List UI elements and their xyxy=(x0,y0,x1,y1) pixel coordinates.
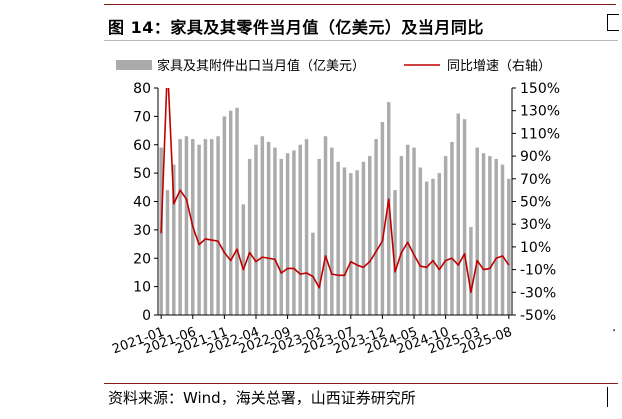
bar-2021-03 xyxy=(172,164,176,315)
bar-2024-02 xyxy=(393,190,397,315)
bar-2022-12 xyxy=(304,139,309,315)
bar-2023-05 xyxy=(336,161,340,315)
right-tick-label: 10% xyxy=(520,240,551,256)
bar-2024-08 xyxy=(431,178,435,315)
right-tick-label: 110% xyxy=(520,126,560,142)
right-tick-label: 90% xyxy=(520,149,551,165)
left-tick-label: 10 xyxy=(133,280,151,296)
left-tick-label: 30 xyxy=(133,223,151,239)
bar-2024-03 xyxy=(399,156,404,315)
bar-2022-02 xyxy=(241,204,246,315)
bar-series xyxy=(159,102,511,316)
bar-2022-05 xyxy=(260,136,265,315)
bar-2021-05 xyxy=(184,136,189,315)
right-axis-ticks: -50% -30% -10% 10% 30% 50% 70% 90% 110% 130% 150% xyxy=(512,81,560,324)
right-tick-label: -30% xyxy=(520,285,556,301)
bar-2024-10 xyxy=(443,156,448,315)
bar-2023-06 xyxy=(342,167,347,315)
right-tick-label: 130% xyxy=(520,104,560,120)
right-tick-label: 70% xyxy=(520,172,551,188)
bar-2021-02 xyxy=(165,190,170,315)
bar-2022-06 xyxy=(266,141,271,315)
bar-2022-10 xyxy=(292,150,296,315)
bar-2025-07 xyxy=(500,164,505,315)
left-tick-label: 60 xyxy=(133,138,151,154)
bar-2021-07 xyxy=(197,144,201,315)
legend: 家具及其附件出口当月值（亿美元） 同比增速（右轴） xyxy=(116,58,551,74)
title-separator xyxy=(104,40,618,41)
source-note: 资料来源：Wind，海关总署，山西证券研究所 xyxy=(108,389,416,407)
left-tick-label: 0 xyxy=(142,308,151,324)
x-axis-ticks: 2021-012021-062021-112022-042022-092023-… xyxy=(110,315,514,357)
bar-2025-06 xyxy=(494,158,498,315)
bar-2022-07 xyxy=(273,147,277,315)
left-tick-label: 40 xyxy=(133,195,151,211)
left-tick-label: 50 xyxy=(133,166,151,182)
line-series xyxy=(160,88,510,294)
bar-2023-10 xyxy=(368,156,372,315)
left-axis-ticks: 0 10 20 30 40 50 60 70 80 xyxy=(133,81,158,324)
bar-2025-05 xyxy=(488,156,492,315)
bar-2021-12 xyxy=(228,110,233,315)
bar-2021-08 xyxy=(203,139,208,315)
bar-2021-09 xyxy=(209,139,214,315)
bar-2024-09 xyxy=(437,173,442,316)
bar-2023-07 xyxy=(349,173,353,316)
adjacent-panel-edge xyxy=(607,14,619,31)
bar-2021-04 xyxy=(178,139,182,315)
right-tick-label: 150% xyxy=(520,81,560,97)
bar-2022-11 xyxy=(298,144,302,315)
bar-2022-04 xyxy=(254,144,258,315)
bar-2024-01 xyxy=(386,102,391,315)
bar-2024-04 xyxy=(405,144,410,315)
bar-2022-03 xyxy=(247,158,252,315)
bar-2025-02 xyxy=(469,227,473,315)
bar-2024-06 xyxy=(418,167,423,315)
right-tick-label: 30% xyxy=(520,217,551,233)
left-tick-label: 20 xyxy=(133,251,151,267)
bar-2022-01 xyxy=(235,107,239,315)
left-tick-label: 70 xyxy=(133,109,151,125)
adjacent-panel-edge-bottom xyxy=(607,387,619,407)
bar-2021-11 xyxy=(222,116,227,316)
bar-2023-08 xyxy=(355,170,359,315)
bar-2024-07 xyxy=(424,181,429,315)
bar-2021-10 xyxy=(216,136,220,315)
bar-2023-11 xyxy=(374,139,378,315)
legend-bar-label: 家具及其附件出口当月值（亿美元） xyxy=(157,58,365,74)
bar-2023-09 xyxy=(361,161,366,315)
left-tick-label: 80 xyxy=(133,81,151,97)
legend-line-label: 同比增速（右轴） xyxy=(447,59,551,74)
adjacent-panel-mark: · xyxy=(612,324,617,339)
chart-title: 图 14：家具及其零件当月值（亿美元）及当月同比 xyxy=(108,18,484,37)
bar-2025-08 xyxy=(507,178,511,315)
bar-2023-12 xyxy=(380,122,385,315)
bar-2022-08 xyxy=(279,158,284,315)
right-tick-label: 50% xyxy=(520,195,551,211)
legend-bar-swatch xyxy=(116,60,152,70)
bar-2024-11 xyxy=(450,141,454,315)
bar-2022-09 xyxy=(285,153,290,315)
bar-2023-04 xyxy=(330,147,334,315)
bar-2023-02 xyxy=(317,158,321,315)
bar-2023-01 xyxy=(311,232,315,315)
growth-line xyxy=(160,88,510,294)
bar-2023-03 xyxy=(323,136,328,315)
bar-2025-04 xyxy=(481,153,486,315)
right-tick-label: -10% xyxy=(520,263,556,279)
right-tick-label: -50% xyxy=(520,308,556,324)
top-rule xyxy=(104,4,616,5)
bar-2025-01 xyxy=(462,119,467,316)
bar-2024-12 xyxy=(456,113,461,315)
bar-2024-05 xyxy=(412,147,416,315)
bottom-rule xyxy=(104,383,618,384)
bar-2025-03 xyxy=(475,147,479,315)
